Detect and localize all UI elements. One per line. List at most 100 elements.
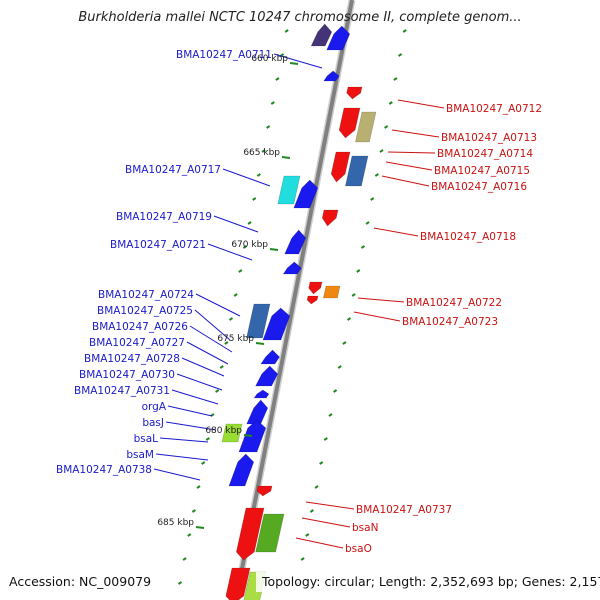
gene-arrow (345, 155, 369, 187)
gene-arrow (346, 86, 363, 100)
callout-line (391, 129, 440, 138)
footer-backdrop (256, 572, 596, 592)
track-tick-right (328, 413, 333, 417)
gene-label-left: BMA10247_A0738 (56, 464, 152, 476)
scale-tick (255, 342, 265, 345)
track-tick-left (261, 149, 266, 153)
callout-line (385, 161, 433, 171)
gene-arrow (277, 175, 301, 205)
track-tick-right (305, 533, 310, 537)
scale-label: 660 kbp (251, 54, 288, 64)
callout-line (381, 175, 430, 187)
gene-label-left: BMA10247_A0727 (89, 337, 185, 349)
gene-label-right: BMA10247_A0722 (406, 297, 502, 309)
gene-arrow (255, 365, 279, 387)
callout-line (373, 227, 419, 237)
track-tick-left (182, 557, 187, 561)
track-tick-left (238, 269, 243, 273)
track-tick-right (351, 293, 356, 297)
track-tick-right (379, 149, 384, 153)
gene-label-right: BMA10247_A0718 (420, 231, 516, 243)
track-tick-right (309, 509, 314, 513)
gene-label-right: BMA10247_A0737 (356, 504, 452, 516)
gene-arrow (323, 70, 340, 82)
callout-line (186, 341, 229, 365)
track-tick-right (370, 197, 375, 201)
gene-arrow (260, 349, 280, 365)
gene-arrow (310, 23, 333, 47)
callout-line (195, 293, 241, 317)
track-tick-left (205, 437, 210, 441)
callout-line (357, 297, 405, 303)
gene-arrow (262, 307, 291, 341)
callout-line (194, 309, 231, 341)
gene-label-left: bsaM (126, 449, 154, 461)
gene-arrow (322, 285, 341, 299)
gene-label-right: BMA10247_A0723 (402, 316, 498, 328)
track-tick-left (228, 317, 234, 321)
topology-text: Topology: circular; Length: 2,352,693 bp… (262, 574, 600, 589)
callout-line (222, 168, 271, 187)
gene-arrow (235, 507, 265, 561)
gene-label-left: BMA10247_A0724 (98, 289, 194, 301)
callout-line (189, 325, 233, 353)
track-tick-right (319, 461, 324, 465)
gene-label-right: BMA10247_A0712 (446, 103, 542, 115)
track-tick-right (342, 341, 347, 345)
track-tick-right (393, 77, 398, 81)
background-features (177, 29, 407, 585)
track-tick-right (360, 245, 365, 249)
scale-tick (195, 526, 205, 529)
track-tick-right (365, 221, 370, 225)
gene-label-right: BMA10247_A0714 (437, 148, 533, 160)
track-tick-right (333, 389, 338, 393)
track-tick-left (256, 173, 261, 177)
track-tick-right (323, 437, 328, 441)
gene-arrow (246, 303, 271, 339)
gene-arrow (321, 209, 339, 227)
gene-label-right: bsaO (345, 543, 372, 555)
gene-arrow (238, 419, 267, 453)
track-tick-right (356, 269, 361, 273)
gene-arrow (338, 107, 361, 139)
callout-line (165, 421, 217, 431)
track-tick-left (187, 533, 192, 537)
track-tick-right (337, 365, 342, 369)
accession-text: Accession: NC_009079 (9, 574, 152, 589)
callout-line (295, 537, 344, 549)
track-tick-left (201, 461, 206, 465)
track-tick-right (384, 125, 389, 129)
gene-labels: BMA10247_A0711 BMA10247_A0717 BMA10247_A07… (56, 49, 542, 555)
gene-label-left: BMA10247_A0731 (74, 385, 170, 397)
track-tick-right (402, 29, 407, 33)
track-tick-left (224, 341, 229, 345)
backbone-line (234, 0, 354, 600)
scale-label: 685 kbp (157, 518, 194, 528)
scale-tick (243, 434, 253, 437)
gene-label-left: BMA10247_A0719 (116, 211, 212, 223)
scale-tick (269, 248, 279, 251)
gene-arrow (225, 567, 251, 600)
track-tick-left (219, 365, 224, 369)
gene-arrow (256, 485, 273, 497)
callout-line (159, 437, 209, 443)
gene-arrow (255, 513, 285, 553)
track-tick-right (300, 557, 305, 561)
gene-label-left: BMA10247_A0726 (92, 321, 188, 333)
gene-label-left: orgA (142, 401, 167, 413)
callout-line (207, 243, 253, 261)
callout-line (397, 99, 445, 109)
track-tick-left (270, 101, 275, 105)
gene-arrow (221, 423, 243, 443)
gene-label-left: BMA10247_A0721 (110, 239, 206, 251)
gene-features (221, 23, 377, 600)
track-tick-right (388, 101, 393, 105)
gene-label-left: BMA10247_A0725 (97, 305, 193, 317)
callout-line (213, 215, 259, 233)
gene-label-left: BMA10247_A0711 (176, 49, 272, 61)
scale-tick (281, 156, 291, 159)
scale-labels: 660 kbp 665 kbp 670 kbp 675 kbp 680 kbp 685 k… (157, 54, 299, 529)
scale-label: 670 kbp (231, 240, 268, 250)
gene-arrow (293, 179, 319, 209)
